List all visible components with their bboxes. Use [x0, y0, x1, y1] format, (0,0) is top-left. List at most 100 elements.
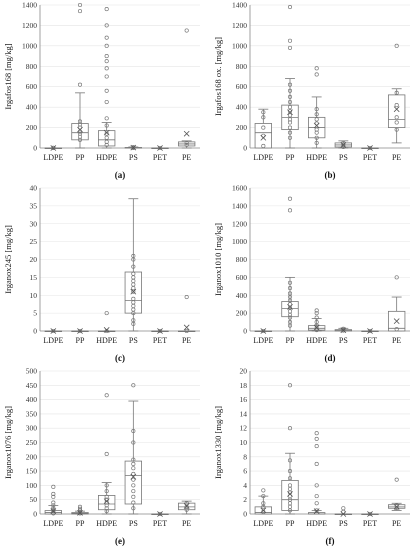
box-group-ldpe [44, 328, 62, 334]
x-category-label: PET [153, 519, 167, 528]
data-point [51, 506, 56, 511]
data-point [314, 308, 319, 313]
data-point [394, 327, 399, 332]
data-point [314, 501, 319, 506]
data-point [77, 119, 83, 124]
data-point [394, 103, 399, 108]
y-tick-label: 200 [26, 452, 38, 461]
data-point [77, 2, 83, 8]
panel-label: (b) [325, 170, 336, 180]
x-category-label: PS [339, 336, 348, 345]
data-point [287, 315, 293, 320]
box-group-ldpe [44, 484, 62, 516]
data-point [131, 494, 136, 499]
data-point [314, 326, 319, 331]
box-iqr [124, 271, 142, 314]
box-group-pp [71, 504, 89, 516]
mean-marker [313, 508, 320, 515]
data-point [367, 145, 373, 151]
y-tick-label: 600 [236, 82, 248, 91]
box-group-pe [387, 43, 406, 144]
panel-label: (f) [326, 536, 335, 546]
y-tick-label: 20 [240, 367, 248, 376]
x-category-label: PE [182, 519, 191, 528]
data-point [287, 113, 293, 118]
y-tick-label: 10 [30, 291, 38, 300]
data-point [77, 506, 83, 511]
data-point [287, 130, 293, 135]
data-point [314, 444, 319, 449]
x-category-label: PE [182, 153, 191, 162]
chart-f: 0 2 4 6 8 10 12 14 16 18 20 Irganox1330 [mg/kg] LDPE… [213, 367, 410, 546]
x-category-label: PET [153, 336, 167, 345]
data-point [104, 135, 109, 140]
x-category-label: PP [76, 519, 85, 528]
box-group-hdpe [308, 308, 326, 333]
data-point [367, 511, 373, 517]
data-point [104, 503, 109, 508]
data-point [131, 477, 136, 482]
x-category-label: PS [129, 153, 138, 162]
box-group-hdpe [98, 393, 116, 515]
y-tick-label: 1400 [232, 201, 247, 210]
x-category-label: PS [339, 153, 348, 162]
panel-c: 0 5 10 15 20 25 30 35 40 Irganox245 [mg/kg] LDPE PP… [0, 183, 209, 366]
x-category-label: LDPE [43, 153, 63, 162]
mean-marker [157, 145, 163, 151]
box-group-hdpe [308, 66, 326, 149]
box-group-ps [124, 383, 142, 515]
data-point [184, 328, 189, 334]
data-point [287, 99, 293, 105]
panel-e: 0 50 100 150 200 250 300 350 400 450 500 Irganox107… [0, 366, 209, 549]
mean-marker [183, 130, 190, 137]
mean-marker [340, 327, 347, 334]
x-category-label: HDPE [306, 336, 327, 345]
x-category-label: HDPE [306, 153, 327, 162]
y-tick-label: 600 [26, 82, 38, 91]
data-point [104, 509, 109, 514]
data-point [184, 142, 189, 147]
y-tick-label: 200 [26, 123, 38, 132]
mean-marker [260, 507, 267, 514]
mean-marker [393, 318, 400, 325]
mean-marker [313, 324, 320, 331]
y-tick-label: 150 [26, 467, 38, 476]
data-point [51, 500, 56, 505]
x-category-label: PS [129, 519, 138, 528]
box-group-ps [124, 144, 142, 151]
data-point [287, 291, 293, 296]
data-point [314, 461, 319, 467]
data-point [261, 501, 266, 506]
x-category-label: LDPE [253, 153, 273, 162]
data-point [131, 318, 136, 323]
data-point [287, 135, 293, 140]
y-tick-label: 0 [33, 144, 37, 153]
mean-marker [340, 511, 347, 517]
data-point [104, 311, 109, 316]
y-tick-label: 40 [30, 184, 38, 193]
data-point [51, 484, 56, 489]
data-point [77, 328, 83, 334]
box-group-pp [281, 196, 299, 332]
panel-label: (c) [115, 353, 125, 363]
panel-label: (e) [115, 536, 125, 546]
data-point [51, 145, 56, 150]
mean-marker [103, 327, 110, 333]
data-point [394, 90, 399, 95]
data-point [314, 315, 319, 320]
y-tick-label: 1200 [232, 219, 247, 228]
mean-marker [367, 328, 373, 334]
data-point [131, 383, 136, 388]
y-tick-label: 250 [26, 438, 38, 447]
data-point [261, 494, 266, 499]
y-tick-label: 16 [240, 395, 248, 404]
y-tick-label: 0 [33, 510, 37, 519]
x-category-label: HDPE [306, 519, 327, 528]
y-tick-label: 0 [243, 510, 247, 519]
data-point [261, 488, 266, 493]
data-point [314, 436, 319, 441]
data-point [131, 264, 136, 269]
y-axis-title: Irganox1010 [mg/kg] [213, 223, 223, 296]
mean-marker [50, 508, 57, 515]
x-category-label: LDPE [253, 519, 273, 528]
